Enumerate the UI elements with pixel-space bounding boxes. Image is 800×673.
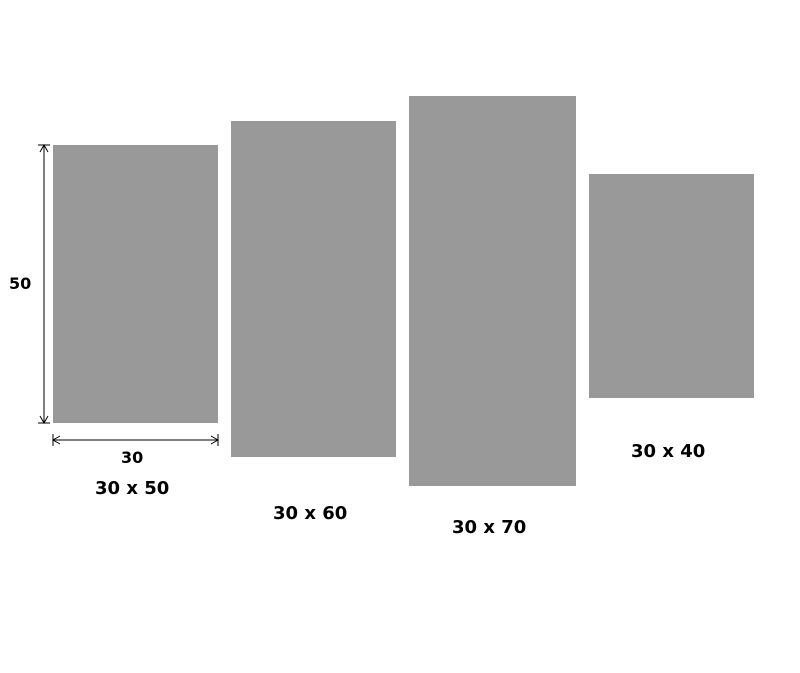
dim-horizontal-label: 30 <box>121 448 143 467</box>
dim-vertical-svg <box>32 143 56 425</box>
caption-30x70: 30 x 70 <box>452 517 526 538</box>
caption-30x40: 30 x 40 <box>631 441 705 462</box>
dim-vertical-label: 50 <box>9 274 31 293</box>
arrow-vertical-icon <box>38 145 50 423</box>
panel-30x40 <box>589 174 754 398</box>
arrow-horizontal-icon <box>53 434 218 446</box>
caption-30x50: 30 x 50 <box>95 478 169 499</box>
panel-30x70 <box>409 96 576 486</box>
panel-30x60 <box>231 121 396 457</box>
panel-30x50 <box>53 145 218 423</box>
caption-30x60: 30 x 60 <box>273 503 347 524</box>
